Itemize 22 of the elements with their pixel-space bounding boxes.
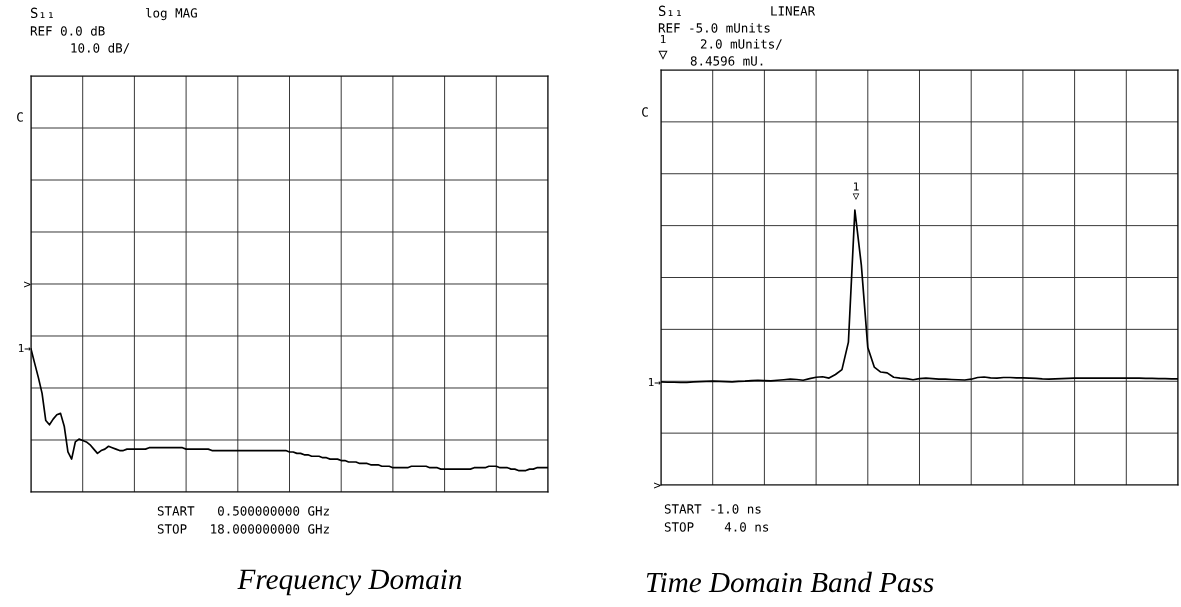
text: S₁₁ — [658, 5, 681, 17]
text: 1 — [853, 182, 859, 191]
text: ▽ — [852, 193, 860, 201]
text: C — [17, 112, 23, 122]
text: START -1.0 ns — [664, 504, 761, 514]
text: C — [642, 107, 648, 117]
text: S₁₁ — [30, 7, 53, 19]
text: 8.4596 mU. — [690, 56, 763, 66]
text: STOP 4.0 ns — [664, 522, 769, 532]
text: > — [654, 482, 661, 489]
text: REF 0.0 dB — [30, 25, 105, 36]
text: LINEAR — [771, 6, 816, 16]
text: Frequency Domain — [237, 569, 462, 596]
text: 1 — [660, 34, 666, 44]
text: log MAG — [145, 7, 197, 21]
text: 2.0 mUnits/ — [700, 38, 782, 50]
text: Time Domain Band Pass — [646, 571, 934, 593]
text: ▽ — [658, 50, 668, 60]
text: REF -5.0 mUnits — [658, 22, 770, 33]
text: START 0.500000000 GHz — [157, 506, 329, 516]
text: 10.0 dB/ — [71, 42, 130, 54]
text: STOP 18.000000000 GHz — [157, 524, 329, 534]
